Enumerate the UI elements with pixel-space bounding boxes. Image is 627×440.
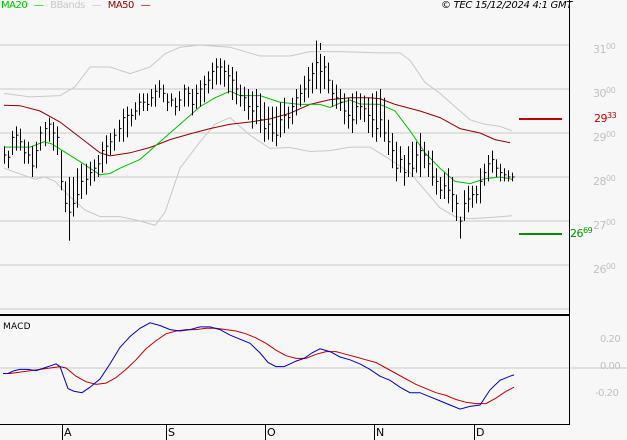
price-bars <box>4 40 515 241</box>
price-axis-label: 2700 <box>593 218 616 232</box>
month-label: N <box>376 426 385 439</box>
month-label: D <box>476 426 485 439</box>
price-gridlines <box>0 44 569 310</box>
legend-ma50: MA50 — <box>107 0 151 11</box>
chart-frame <box>0 0 570 440</box>
month-label: O <box>267 426 276 439</box>
month-label: S <box>168 426 175 439</box>
macd-axis-label: 0.20 <box>600 333 621 345</box>
month-label: A <box>64 426 72 439</box>
price-axis-label: 3100 <box>593 42 616 56</box>
copyright-timestamp: © TEC 15/12/2024 4:1 GMT <box>441 0 573 11</box>
legend: MA20 — BBands — MA50 — <box>1 0 154 11</box>
support-label: 2669 <box>570 226 593 240</box>
price-axis-label: 2800 <box>593 174 616 188</box>
resistance-label: 2933 <box>594 111 617 125</box>
bollinger-bands <box>3 44 513 226</box>
price-axis-label: 2600 <box>593 262 616 276</box>
macd-axis-label: -0.20 <box>595 388 619 400</box>
macd-lines <box>3 322 515 410</box>
legend-ma20: MA20 — <box>1 0 44 11</box>
legend-bbands: BBands — <box>50 0 102 11</box>
macd-axis-label: 0.00 <box>600 361 621 372</box>
price-axis-label: 3000 <box>593 86 616 100</box>
support-resistance-markers <box>519 118 562 235</box>
macd-title: MACD <box>3 322 31 332</box>
price-axis-label: 2900 <box>593 130 616 144</box>
